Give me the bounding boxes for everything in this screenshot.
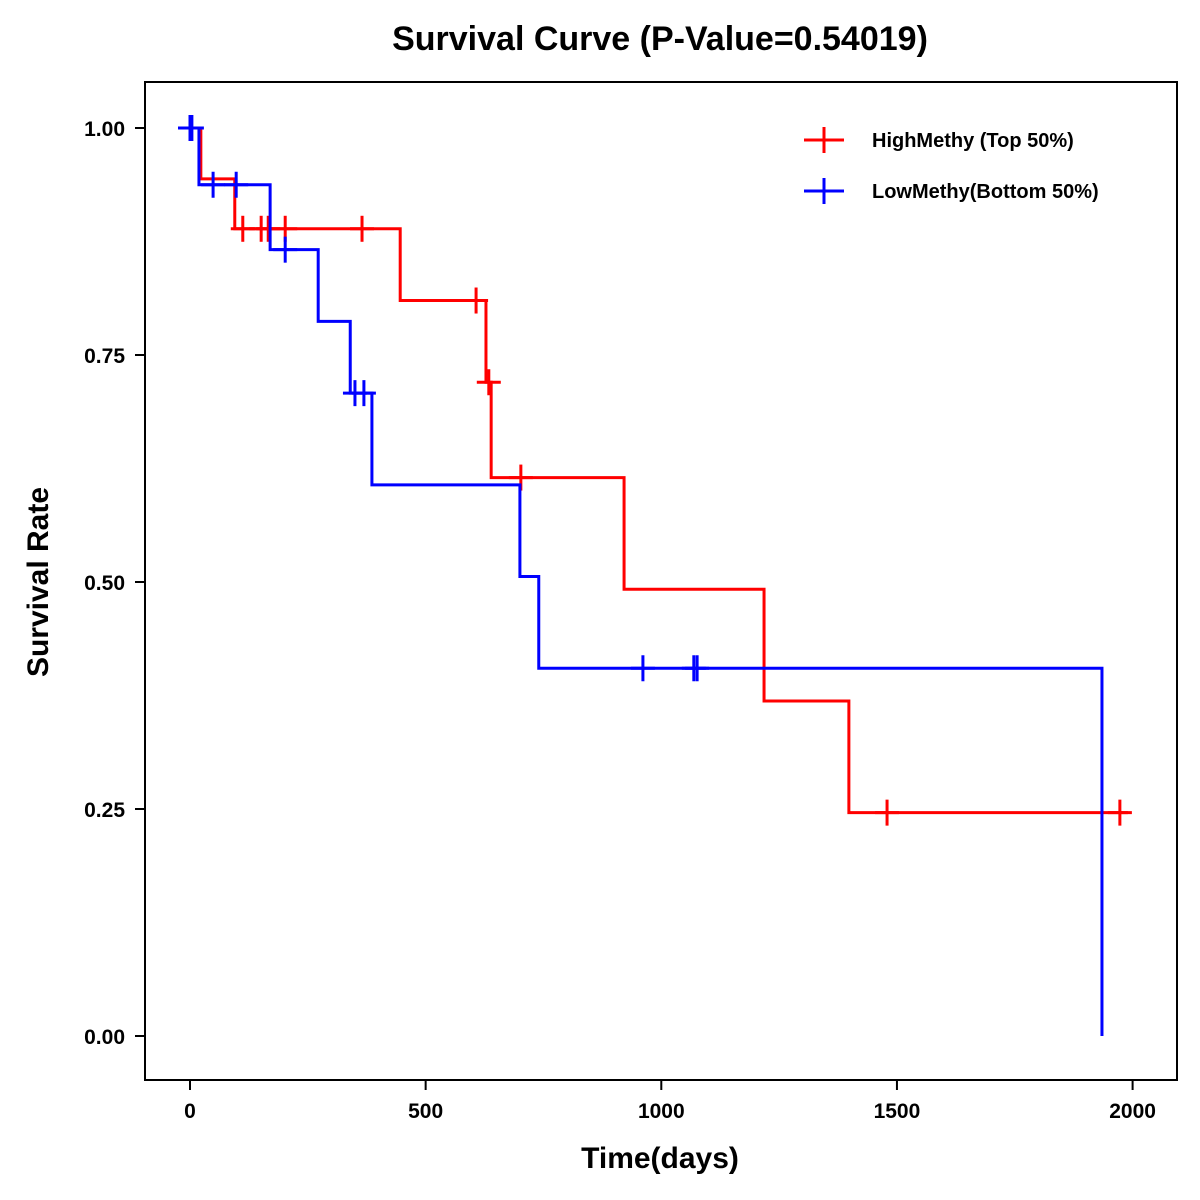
y-tick-label: 0.00 [84,1026,125,1049]
censor-mark [1107,799,1132,826]
x-tick-label: 1500 [874,1100,921,1123]
legend: HighMethy (Top 50%) LowMethy(Bottom 50%) [804,127,1099,204]
censor-mark [179,115,204,141]
x-axis: 0 500 1000 1500 2000 [184,1080,1156,1123]
x-axis-label: Time(days) [581,1142,739,1175]
censor-mark [630,655,655,682]
censor-mark [464,287,489,314]
legend-item: LowMethy(Bottom 50%) [804,178,1099,204]
legend-label: LowMethy(Bottom 50%) [872,181,1099,203]
censor-mark [685,655,710,682]
censor-mark [351,380,376,407]
censor-mark [201,171,226,198]
legend-key-icon [804,127,844,153]
censor-mark [875,799,900,826]
x-tick-label: 2000 [1109,1100,1156,1123]
survival-step-line [182,126,1104,1036]
legend-label: HighMethy (Top 50%) [872,130,1074,152]
survival-step-line [190,126,1128,815]
y-axis: 0.00 0.25 0.50 0.75 1.00 [84,118,145,1049]
chart-title: Survival Curve (P-Value=0.54019) [392,20,928,58]
series-high-methy [190,126,1132,826]
censor-mark [350,215,375,242]
y-tick-label: 0.25 [84,799,125,822]
plot-frame [144,81,1178,1081]
x-tick-label: 0 [184,1100,196,1123]
series-low-methy [178,115,1104,1036]
censor-mark [273,236,298,263]
censor-mark [476,369,501,396]
series-layer [178,115,1132,1036]
legend-key-icon [804,178,844,204]
y-tick-label: 1.00 [84,118,125,141]
y-tick-label: 0.75 [84,345,125,368]
legend-item: HighMethy (Top 50%) [804,127,1074,153]
x-tick-label: 500 [408,1100,443,1123]
x-tick-label: 1000 [638,1100,685,1123]
y-axis-label: Survival Rate [22,487,55,677]
y-tick-label: 0.50 [84,572,125,595]
censor-mark [224,171,249,198]
